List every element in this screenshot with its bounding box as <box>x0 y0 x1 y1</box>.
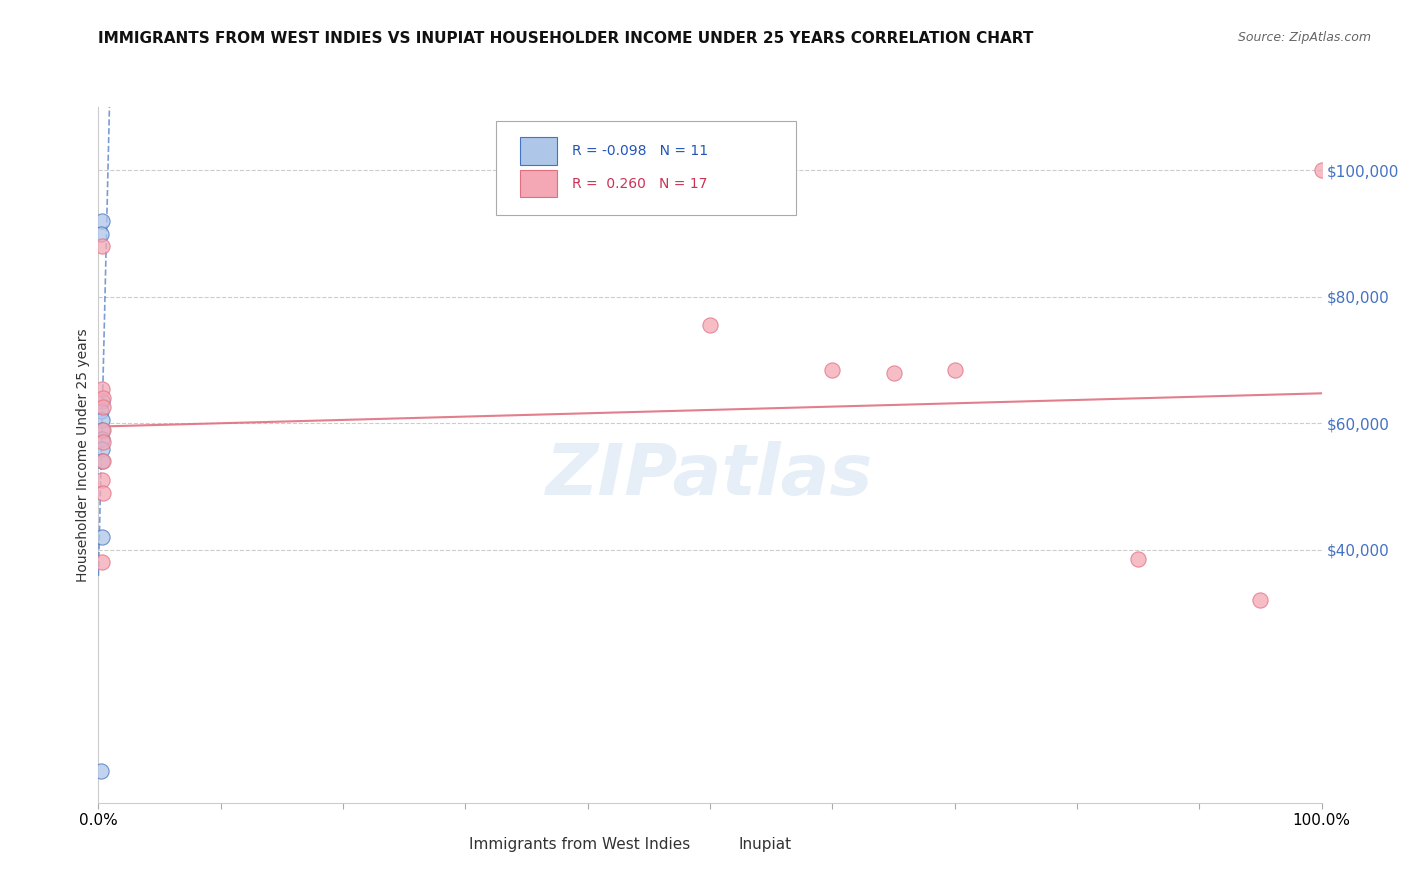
Point <box>90 764 112 779</box>
Point <box>91 473 114 487</box>
Point <box>883 366 905 380</box>
Point <box>91 454 114 468</box>
Text: Immigrants from West Indies: Immigrants from West Indies <box>470 837 690 852</box>
Point <box>91 394 114 409</box>
Text: ZIPatlas: ZIPatlas <box>547 442 873 510</box>
FancyBboxPatch shape <box>429 838 460 855</box>
Point <box>90 403 112 417</box>
Point <box>91 556 114 570</box>
Point <box>91 239 114 253</box>
Text: R =  0.260   N = 17: R = 0.260 N = 17 <box>572 177 707 191</box>
FancyBboxPatch shape <box>520 169 557 197</box>
Point <box>91 442 114 456</box>
Point <box>1310 163 1333 178</box>
Text: Source: ZipAtlas.com: Source: ZipAtlas.com <box>1237 31 1371 45</box>
Point <box>821 362 844 376</box>
Point <box>91 486 114 500</box>
Point <box>699 318 721 333</box>
Point <box>91 432 114 446</box>
FancyBboxPatch shape <box>520 137 557 165</box>
Y-axis label: Householder Income Under 25 years: Householder Income Under 25 years <box>76 328 90 582</box>
Point <box>91 423 114 437</box>
Text: IMMIGRANTS FROM WEST INDIES VS INUPIAT HOUSEHOLDER INCOME UNDER 25 YEARS CORRELA: IMMIGRANTS FROM WEST INDIES VS INUPIAT H… <box>98 31 1033 46</box>
Point <box>1249 593 1271 607</box>
Point <box>91 382 114 396</box>
Point <box>91 454 114 468</box>
Point <box>91 530 114 544</box>
FancyBboxPatch shape <box>697 838 728 855</box>
FancyBboxPatch shape <box>496 121 796 215</box>
Point <box>943 362 966 376</box>
Point <box>91 401 114 415</box>
Point <box>91 413 114 427</box>
Point <box>90 227 112 241</box>
Point <box>91 214 114 228</box>
Text: Inupiat: Inupiat <box>738 837 792 852</box>
Point <box>91 423 114 437</box>
Point <box>91 391 114 405</box>
Text: R = -0.098   N = 11: R = -0.098 N = 11 <box>572 144 709 158</box>
Point <box>91 435 114 450</box>
Point <box>1128 552 1150 566</box>
